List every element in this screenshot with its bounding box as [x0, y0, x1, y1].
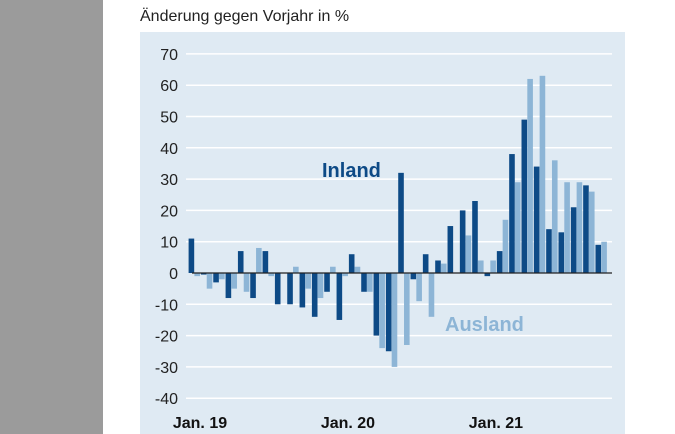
bar-ausland: [502, 219, 509, 273]
bar-inland: [311, 273, 318, 317]
y-tick-label: 60: [160, 78, 178, 95]
bar-inland: [250, 273, 256, 299]
y-tick-label: -20: [155, 329, 178, 346]
bar-ausland: [354, 266, 361, 273]
bar-inland: [422, 254, 429, 273]
bar-inland: [225, 273, 232, 299]
bar-inland: [287, 273, 293, 305]
bar-inland: [324, 273, 330, 292]
y-tick-label: -30: [155, 360, 178, 377]
bar-ausland: [268, 273, 274, 277]
bar-inland: [472, 201, 478, 273]
bar-ausland: [539, 75, 546, 273]
bar-inland: [496, 251, 503, 273]
bar-inland: [484, 273, 491, 277]
bar-ausland: [256, 247, 262, 273]
bar-inland: [410, 273, 417, 280]
bar-ausland: [379, 273, 385, 349]
bar-inland: [595, 244, 602, 273]
y-tick-label: 70: [160, 47, 178, 64]
bar-inland: [533, 166, 540, 273]
bar-inland: [274, 273, 281, 305]
bar-inland: [188, 238, 195, 273]
bar-ausland: [428, 273, 435, 317]
bar-ausland: [564, 182, 570, 273]
bar-ausland: [588, 191, 595, 273]
bar-ausland: [330, 266, 336, 273]
y-tick-label: 20: [160, 203, 178, 220]
bar-ausland: [465, 235, 472, 273]
bar-ausland: [342, 273, 348, 277]
y-tick-label: 10: [160, 235, 178, 252]
y-tick-label: 30: [160, 172, 178, 189]
bar-inland: [459, 210, 466, 273]
y-tick-label: 40: [160, 141, 178, 158]
bar-ausland: [293, 266, 299, 273]
bar-ausland: [206, 273, 213, 289]
bar-inland: [213, 273, 219, 283]
bar-ausland: [219, 273, 225, 280]
left-gray-band: [0, 0, 103, 434]
bar-inland: [521, 119, 528, 273]
bar-ausland: [391, 273, 398, 367]
y-tick-label: 50: [160, 110, 178, 127]
bar-ausland: [490, 260, 496, 273]
y-tick-label: -10: [155, 297, 178, 314]
bar-inland: [398, 172, 404, 273]
legend-label-inland: Inland: [322, 160, 381, 182]
bar-inland: [509, 154, 515, 273]
bar-ausland: [477, 260, 484, 273]
bar-inland: [348, 254, 355, 273]
bar-inland: [558, 232, 565, 273]
bar-inland: [570, 207, 577, 273]
bar-inland: [237, 251, 244, 273]
bar-ausland: [527, 78, 533, 273]
bar-inland: [546, 229, 552, 273]
bar-ausland: [194, 273, 200, 277]
y-tick-label: -40: [155, 391, 178, 408]
bar-ausland: [441, 263, 447, 273]
bar-inland: [447, 226, 454, 273]
bar-inland: [583, 185, 589, 273]
bar-inland: [385, 273, 392, 352]
x-tick-label: Jan. 20: [321, 415, 375, 432]
bar-ausland: [231, 273, 237, 289]
bar-ausland: [416, 273, 422, 302]
bar-inland: [200, 273, 207, 275]
bar-ausland: [305, 273, 311, 289]
bar-inland: [435, 260, 441, 273]
x-tick-label: Jan. 21: [469, 415, 523, 432]
bar-ausland: [317, 273, 324, 299]
bar-inland: [361, 273, 367, 292]
bar-ausland: [514, 182, 521, 273]
bar-ausland: [404, 273, 410, 345]
bar-ausland: [367, 273, 373, 292]
chart-title: Änderung gegen Vorjahr in %: [140, 8, 350, 25]
bar-ausland: [601, 241, 607, 273]
bar-inland: [373, 273, 380, 336]
bar-inland: [262, 251, 269, 273]
bar-inland: [299, 273, 306, 308]
x-tick-label: Jan. 19: [173, 415, 227, 432]
legend-label-ausland: Ausland: [445, 314, 524, 336]
bar-ausland: [576, 182, 583, 273]
bar-ausland: [243, 273, 250, 292]
bar-ausland: [551, 160, 558, 273]
y-tick-label: 0: [169, 266, 178, 283]
bar-inland: [336, 273, 343, 320]
